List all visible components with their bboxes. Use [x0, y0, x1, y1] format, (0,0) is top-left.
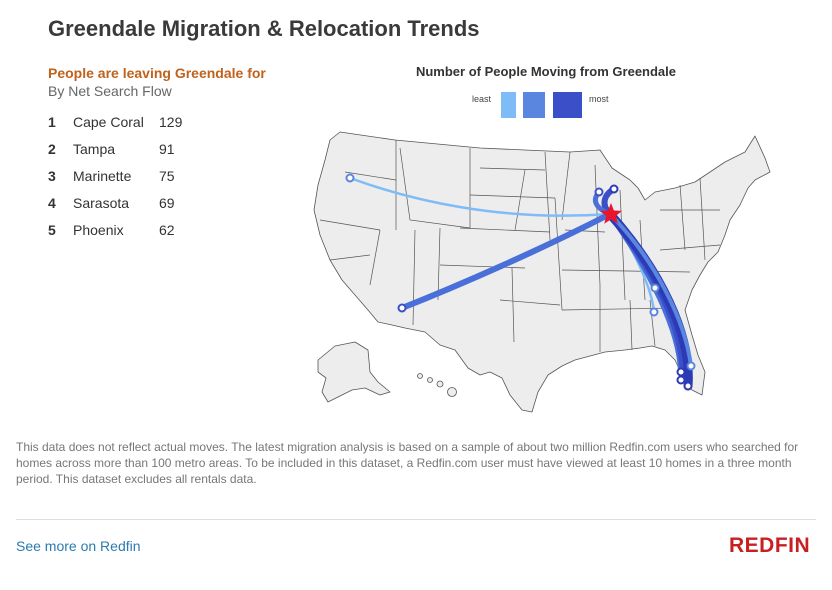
destination-dot — [683, 381, 693, 391]
legend-least-label: least — [472, 94, 492, 104]
divider — [16, 519, 816, 520]
legend-swatch-most — [553, 92, 582, 118]
star-icon — [600, 203, 622, 224]
contiguous-us-shape — [313, 131, 771, 413]
legend-most-label: most — [589, 94, 609, 104]
list-item: 2 Tampa 91 — [48, 135, 248, 162]
flow-line-phoenix — [399, 211, 613, 311]
hawaii-island-1 — [417, 373, 423, 379]
rank-count: 91 — [159, 140, 175, 157]
destination-dot — [609, 184, 619, 194]
destination-dot — [676, 367, 686, 377]
ranking-note: By Net Search Flow — [48, 83, 172, 99]
flow-line-orlando — [608, 212, 693, 368]
rank-count: 129 — [159, 113, 183, 130]
rank-city: Phoenix — [73, 221, 124, 238]
page-title: Greendale Migration & Relocation Trends — [48, 16, 480, 41]
rank-number: 5 — [48, 221, 56, 238]
rank-city: Cape Coral — [73, 113, 144, 130]
destination-dot — [649, 307, 659, 317]
rank-number: 4 — [48, 194, 56, 211]
redfin-logo: REDFIN — [729, 534, 811, 557]
see-more-link[interactable]: See more on Redfin — [16, 538, 141, 554]
ranking-subtitle: People are leaving Greendale for — [48, 65, 266, 81]
destination-dot — [397, 303, 407, 313]
rank-count: 62 — [159, 221, 175, 238]
destination-dot — [676, 375, 686, 385]
rank-city: Tampa — [73, 140, 116, 157]
alaska-shape — [317, 341, 391, 403]
rank-number: 2 — [48, 140, 56, 157]
destination-ranking-list: 1 Cape Coral 129 2 Tampa 91 3 Marinette … — [48, 108, 248, 243]
rank-city: Marinette — [73, 167, 132, 184]
rank-count: 69 — [159, 194, 175, 211]
list-item: 1 Cape Coral 129 — [48, 108, 248, 135]
list-item: 4 Sarasota 69 — [48, 189, 248, 216]
us-states-layer — [313, 131, 771, 413]
hawaii-island-4 — [447, 387, 457, 397]
list-item: 3 Marinette 75 — [48, 162, 248, 189]
list-item: 5 Phoenix 62 — [48, 216, 248, 243]
migration-map — [313, 131, 771, 413]
destination-dot — [345, 173, 355, 183]
map-title: Number of People Moving from Greendale — [415, 64, 677, 79]
hawaii-island-3 — [436, 380, 444, 388]
rank-number: 3 — [48, 167, 56, 184]
destination-dot — [650, 283, 660, 293]
destination-dot — [686, 361, 696, 371]
disclaimer-text: This data does not reflect actual moves.… — [16, 440, 799, 486]
destination-dot — [594, 187, 604, 197]
legend-swatch-least — [501, 92, 516, 118]
rank-number: 1 — [48, 113, 56, 130]
hawaii-island-2 — [427, 377, 433, 383]
flow-line-oregon — [348, 176, 612, 217]
destination-points — [345, 173, 696, 391]
rank-city: Sarasota — [73, 194, 130, 211]
rank-count: 75 — [159, 167, 175, 184]
migration-flows — [348, 176, 693, 391]
legend-swatch-mid — [523, 92, 545, 118]
state-borders — [319, 140, 721, 352]
